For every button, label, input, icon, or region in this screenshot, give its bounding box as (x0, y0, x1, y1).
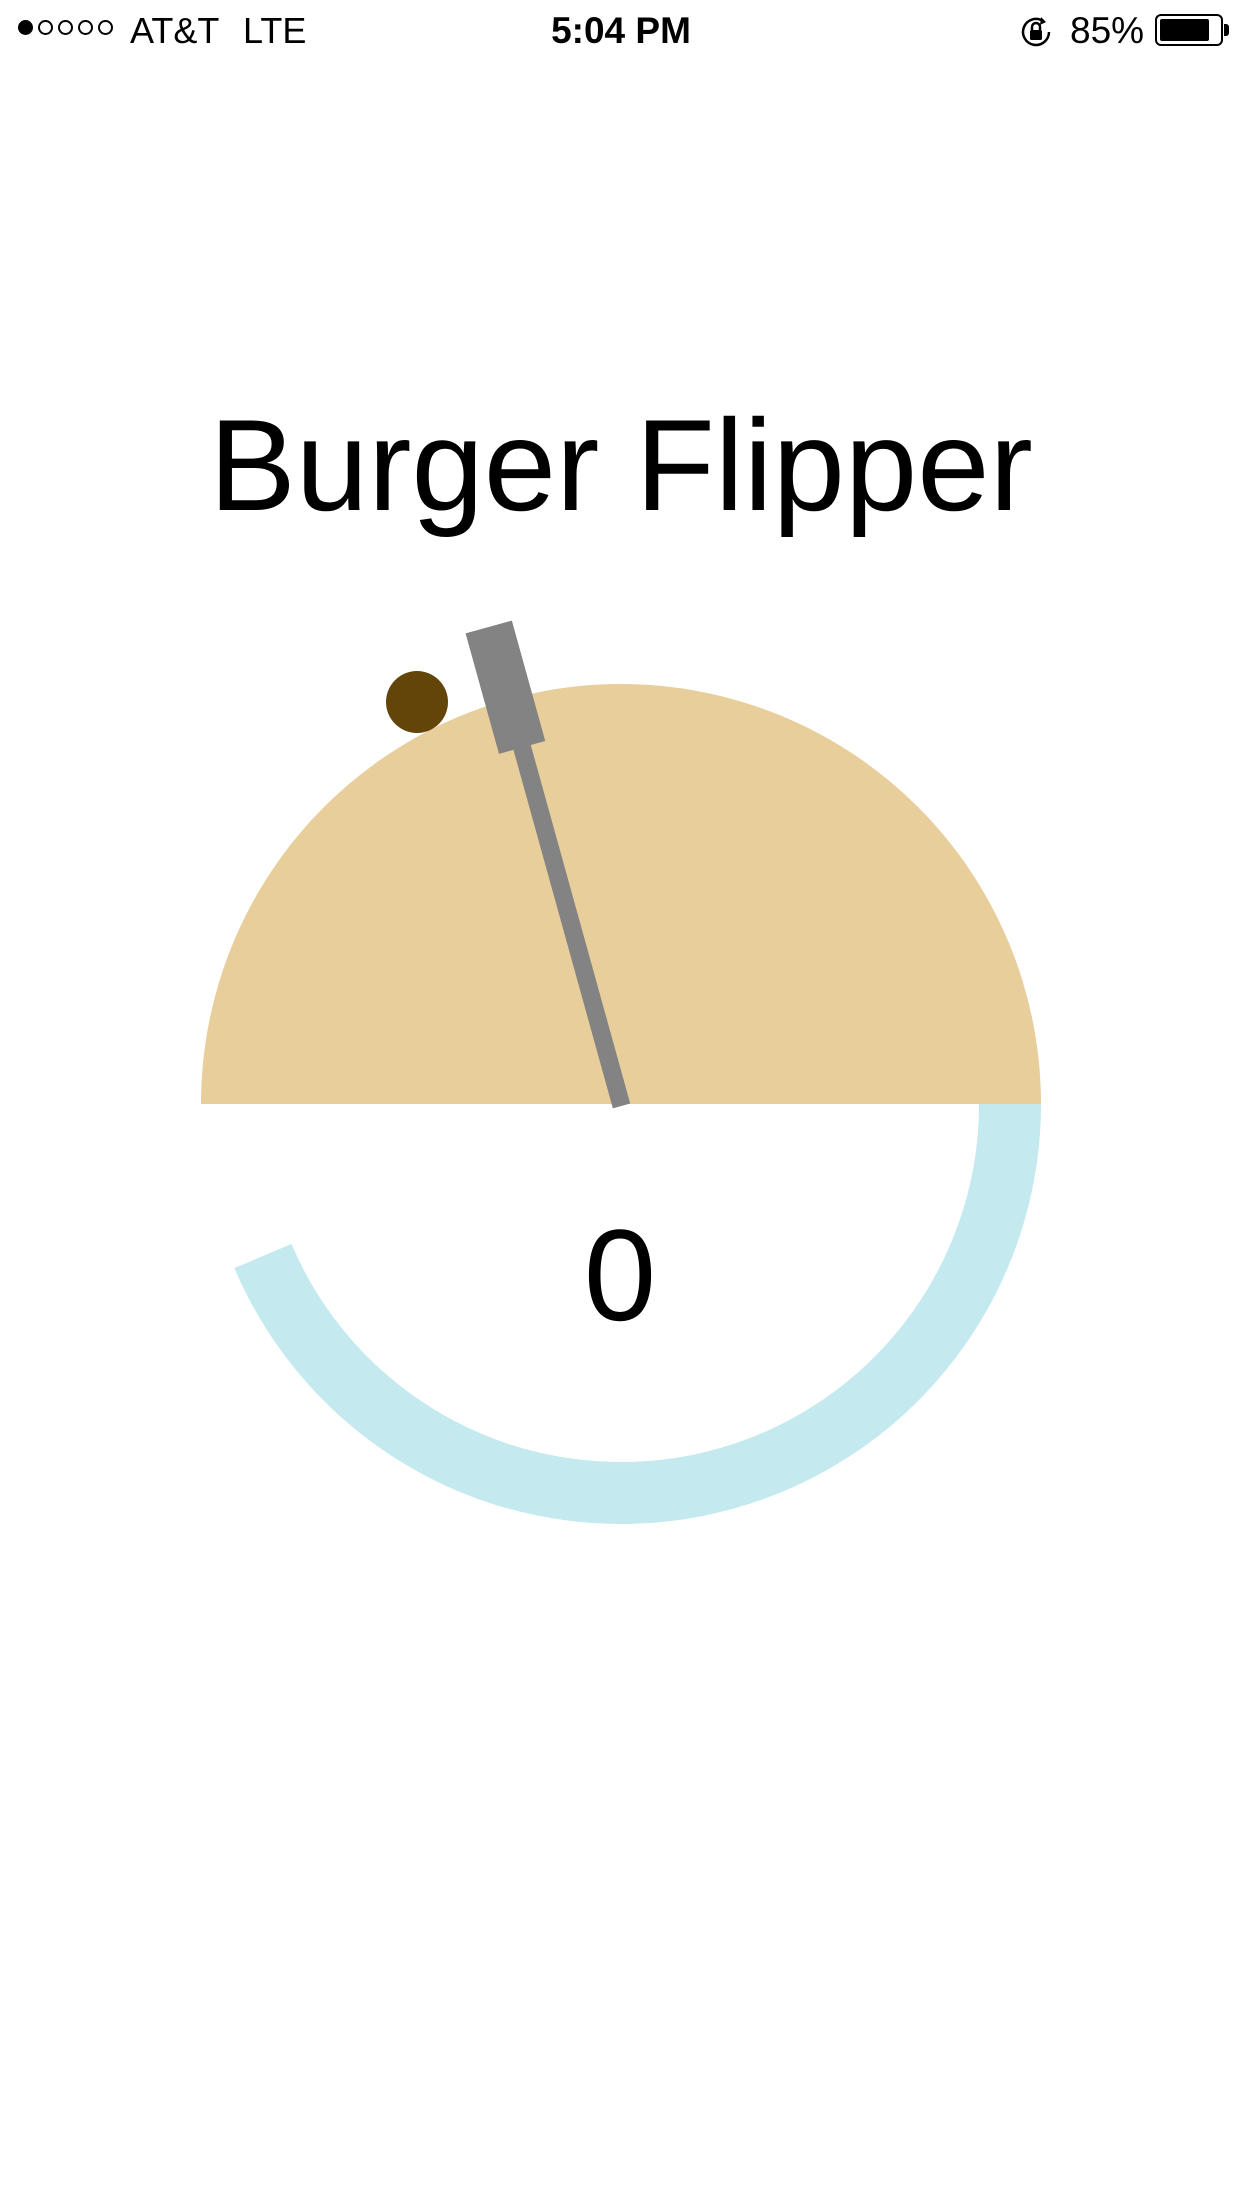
status-bar: AT&T LTE 5:04 PM 85% (0, 0, 1242, 60)
game-title: Burger Flipper (209, 392, 1033, 538)
grill-half-disc[interactable] (201, 684, 1041, 1104)
battery-icon (1155, 14, 1223, 46)
rotation-lock-icon (1021, 17, 1051, 47)
battery-level-fill (1160, 19, 1210, 41)
network-type: LTE (243, 10, 307, 51)
timer-ring (234, 1103, 1041, 1524)
battery-tip (1224, 24, 1229, 36)
score-counter: 0 (583, 1202, 657, 1348)
spatula-handle (510, 733, 631, 1109)
spatula-blade (465, 620, 546, 754)
signal-strength-icon (18, 20, 113, 35)
spatula[interactable] (465, 620, 645, 1113)
battery-percentage: 85% (1070, 10, 1145, 51)
burger-patty[interactable] (386, 671, 448, 733)
carrier-name: AT&T (130, 10, 220, 51)
status-time: 5:04 PM (551, 10, 691, 51)
